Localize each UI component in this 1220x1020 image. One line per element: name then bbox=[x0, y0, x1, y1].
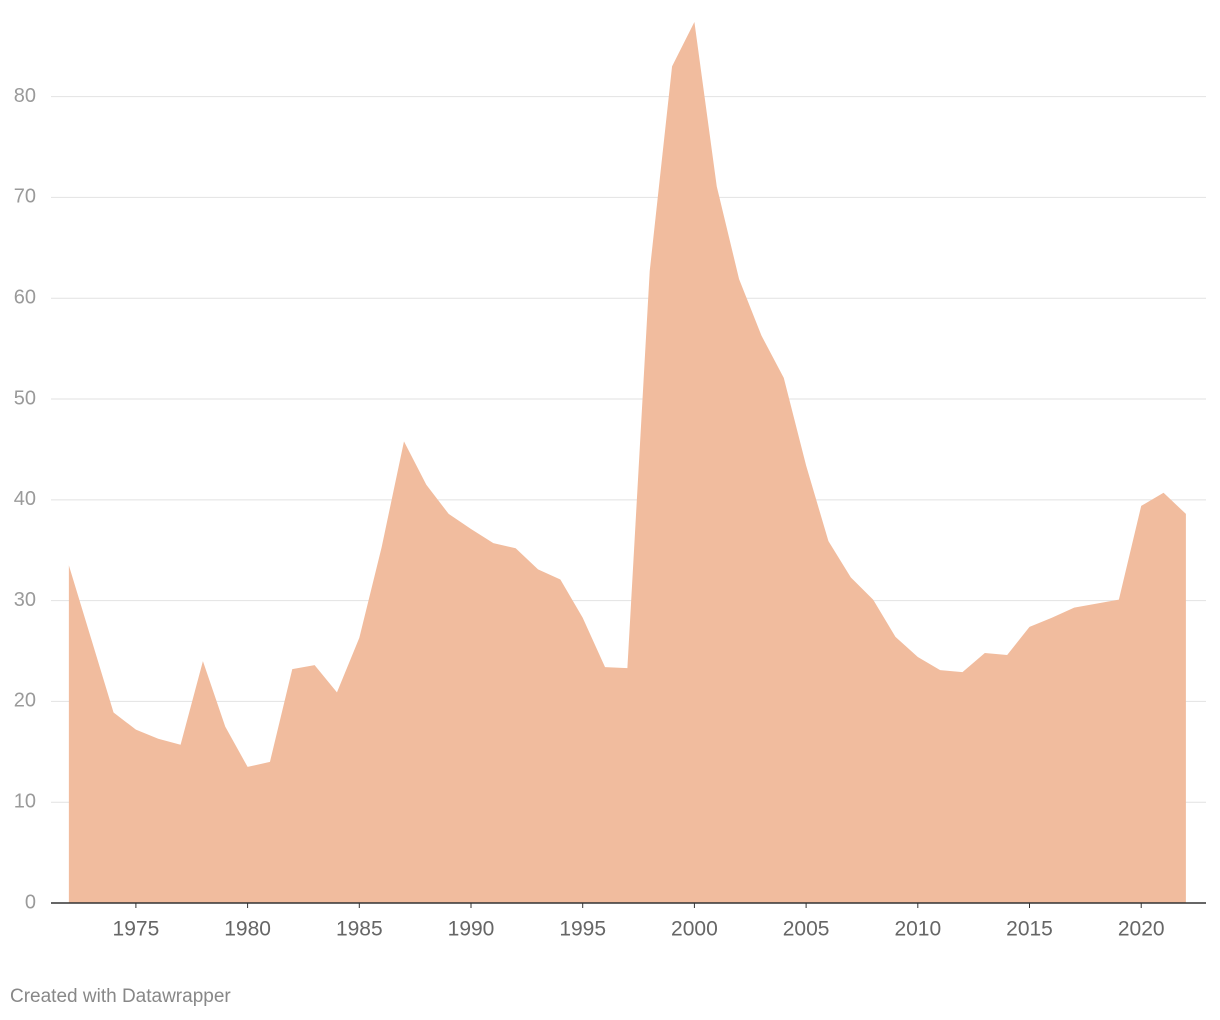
x-tick-label: 1985 bbox=[336, 918, 383, 941]
x-tick-label: 2015 bbox=[1006, 918, 1053, 941]
y-tick-label: 80 bbox=[14, 85, 36, 107]
y-tick-label: 30 bbox=[14, 589, 36, 611]
y-tick-label: 60 bbox=[14, 287, 36, 309]
x-tick-label: 2010 bbox=[894, 918, 941, 941]
y-tick-label: 70 bbox=[14, 186, 36, 208]
x-tick-label: 2005 bbox=[783, 918, 830, 941]
x-tick-label: 2020 bbox=[1118, 918, 1165, 941]
x-tick-label: 1980 bbox=[224, 918, 271, 941]
y-tick-label: 50 bbox=[14, 387, 36, 409]
x-tick-label: 1990 bbox=[448, 918, 495, 941]
y-tick-label: 40 bbox=[14, 488, 36, 510]
y-tick-label: 10 bbox=[14, 790, 36, 812]
area bbox=[68, 22, 1186, 903]
y-tick-label: 20 bbox=[14, 690, 36, 712]
y-tick-label: 0 bbox=[25, 891, 36, 913]
x-tick-label: 1975 bbox=[113, 918, 160, 941]
x-tick-label: 2000 bbox=[671, 918, 718, 941]
x-tick-label: 1995 bbox=[559, 918, 606, 941]
footer: Created with Datawrapper bbox=[10, 986, 231, 1007]
